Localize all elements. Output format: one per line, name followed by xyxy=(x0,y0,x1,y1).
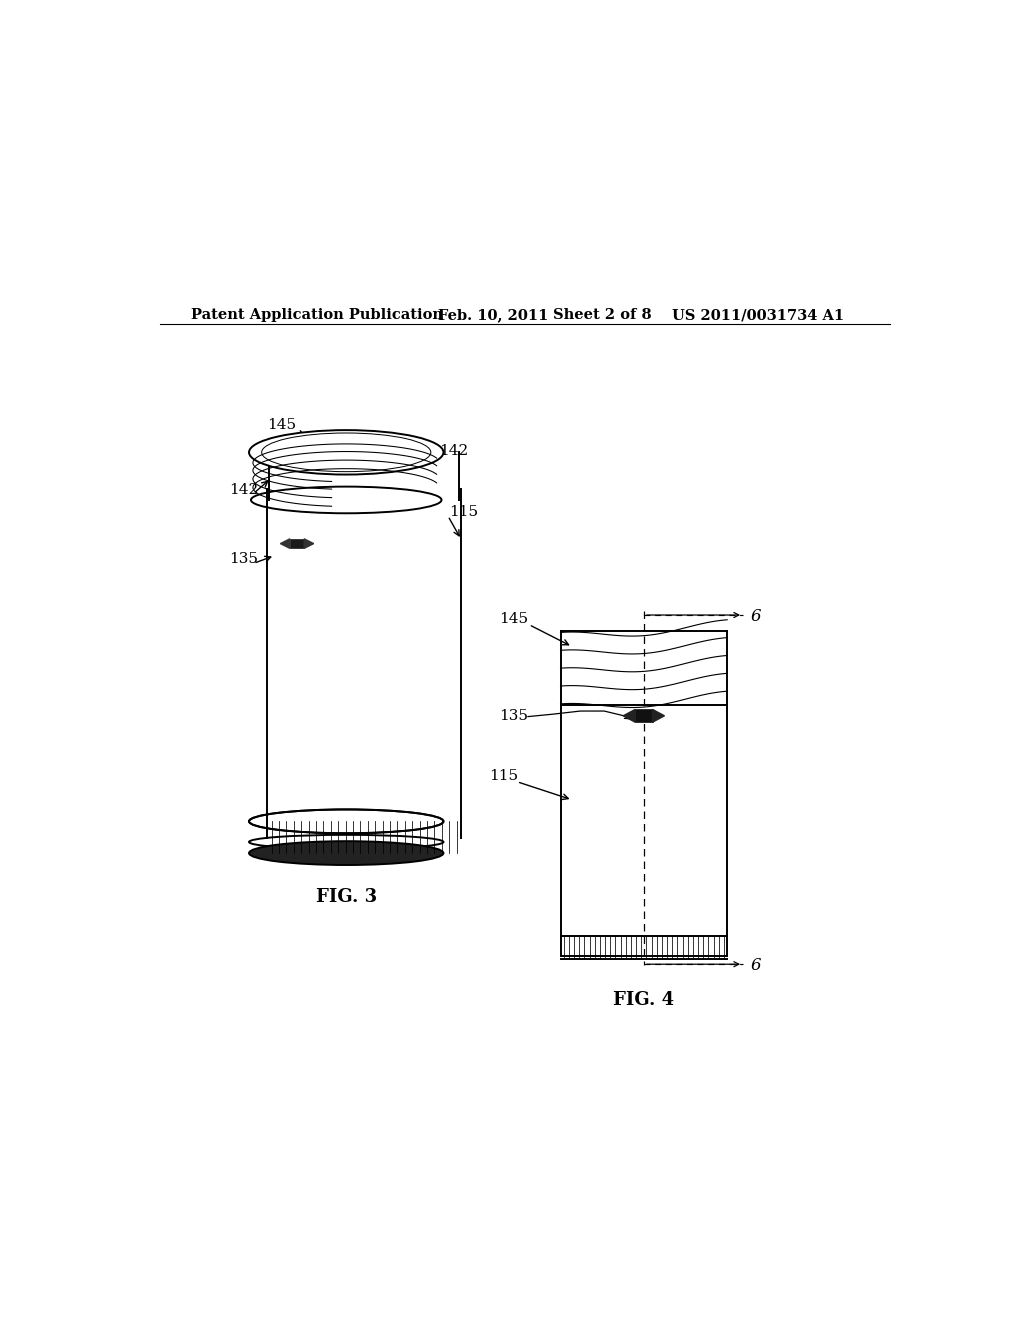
Text: 142: 142 xyxy=(229,483,259,498)
Text: 145: 145 xyxy=(267,417,296,432)
Text: US 2011/0031734 A1: US 2011/0031734 A1 xyxy=(672,308,844,322)
Polygon shape xyxy=(304,539,313,548)
Polygon shape xyxy=(624,709,635,722)
Text: Feb. 10, 2011: Feb. 10, 2011 xyxy=(437,308,548,322)
Text: 115: 115 xyxy=(450,504,478,519)
Text: 115: 115 xyxy=(489,770,518,783)
Text: 145: 145 xyxy=(500,612,528,626)
Ellipse shape xyxy=(249,430,443,475)
Ellipse shape xyxy=(249,841,443,865)
Text: Patent Application Publication: Patent Application Publication xyxy=(191,308,443,322)
Text: 135: 135 xyxy=(229,553,259,566)
Text: 6: 6 xyxy=(751,609,762,626)
Text: Sheet 2 of 8: Sheet 2 of 8 xyxy=(553,308,651,322)
Polygon shape xyxy=(281,539,290,548)
Text: 135: 135 xyxy=(500,709,528,723)
Text: FIG. 4: FIG. 4 xyxy=(613,991,675,1008)
Text: 142: 142 xyxy=(439,444,468,458)
FancyBboxPatch shape xyxy=(635,709,652,722)
Polygon shape xyxy=(652,709,665,722)
Text: FIG. 3: FIG. 3 xyxy=(315,888,377,906)
FancyBboxPatch shape xyxy=(290,539,304,548)
Text: 6: 6 xyxy=(751,957,762,974)
